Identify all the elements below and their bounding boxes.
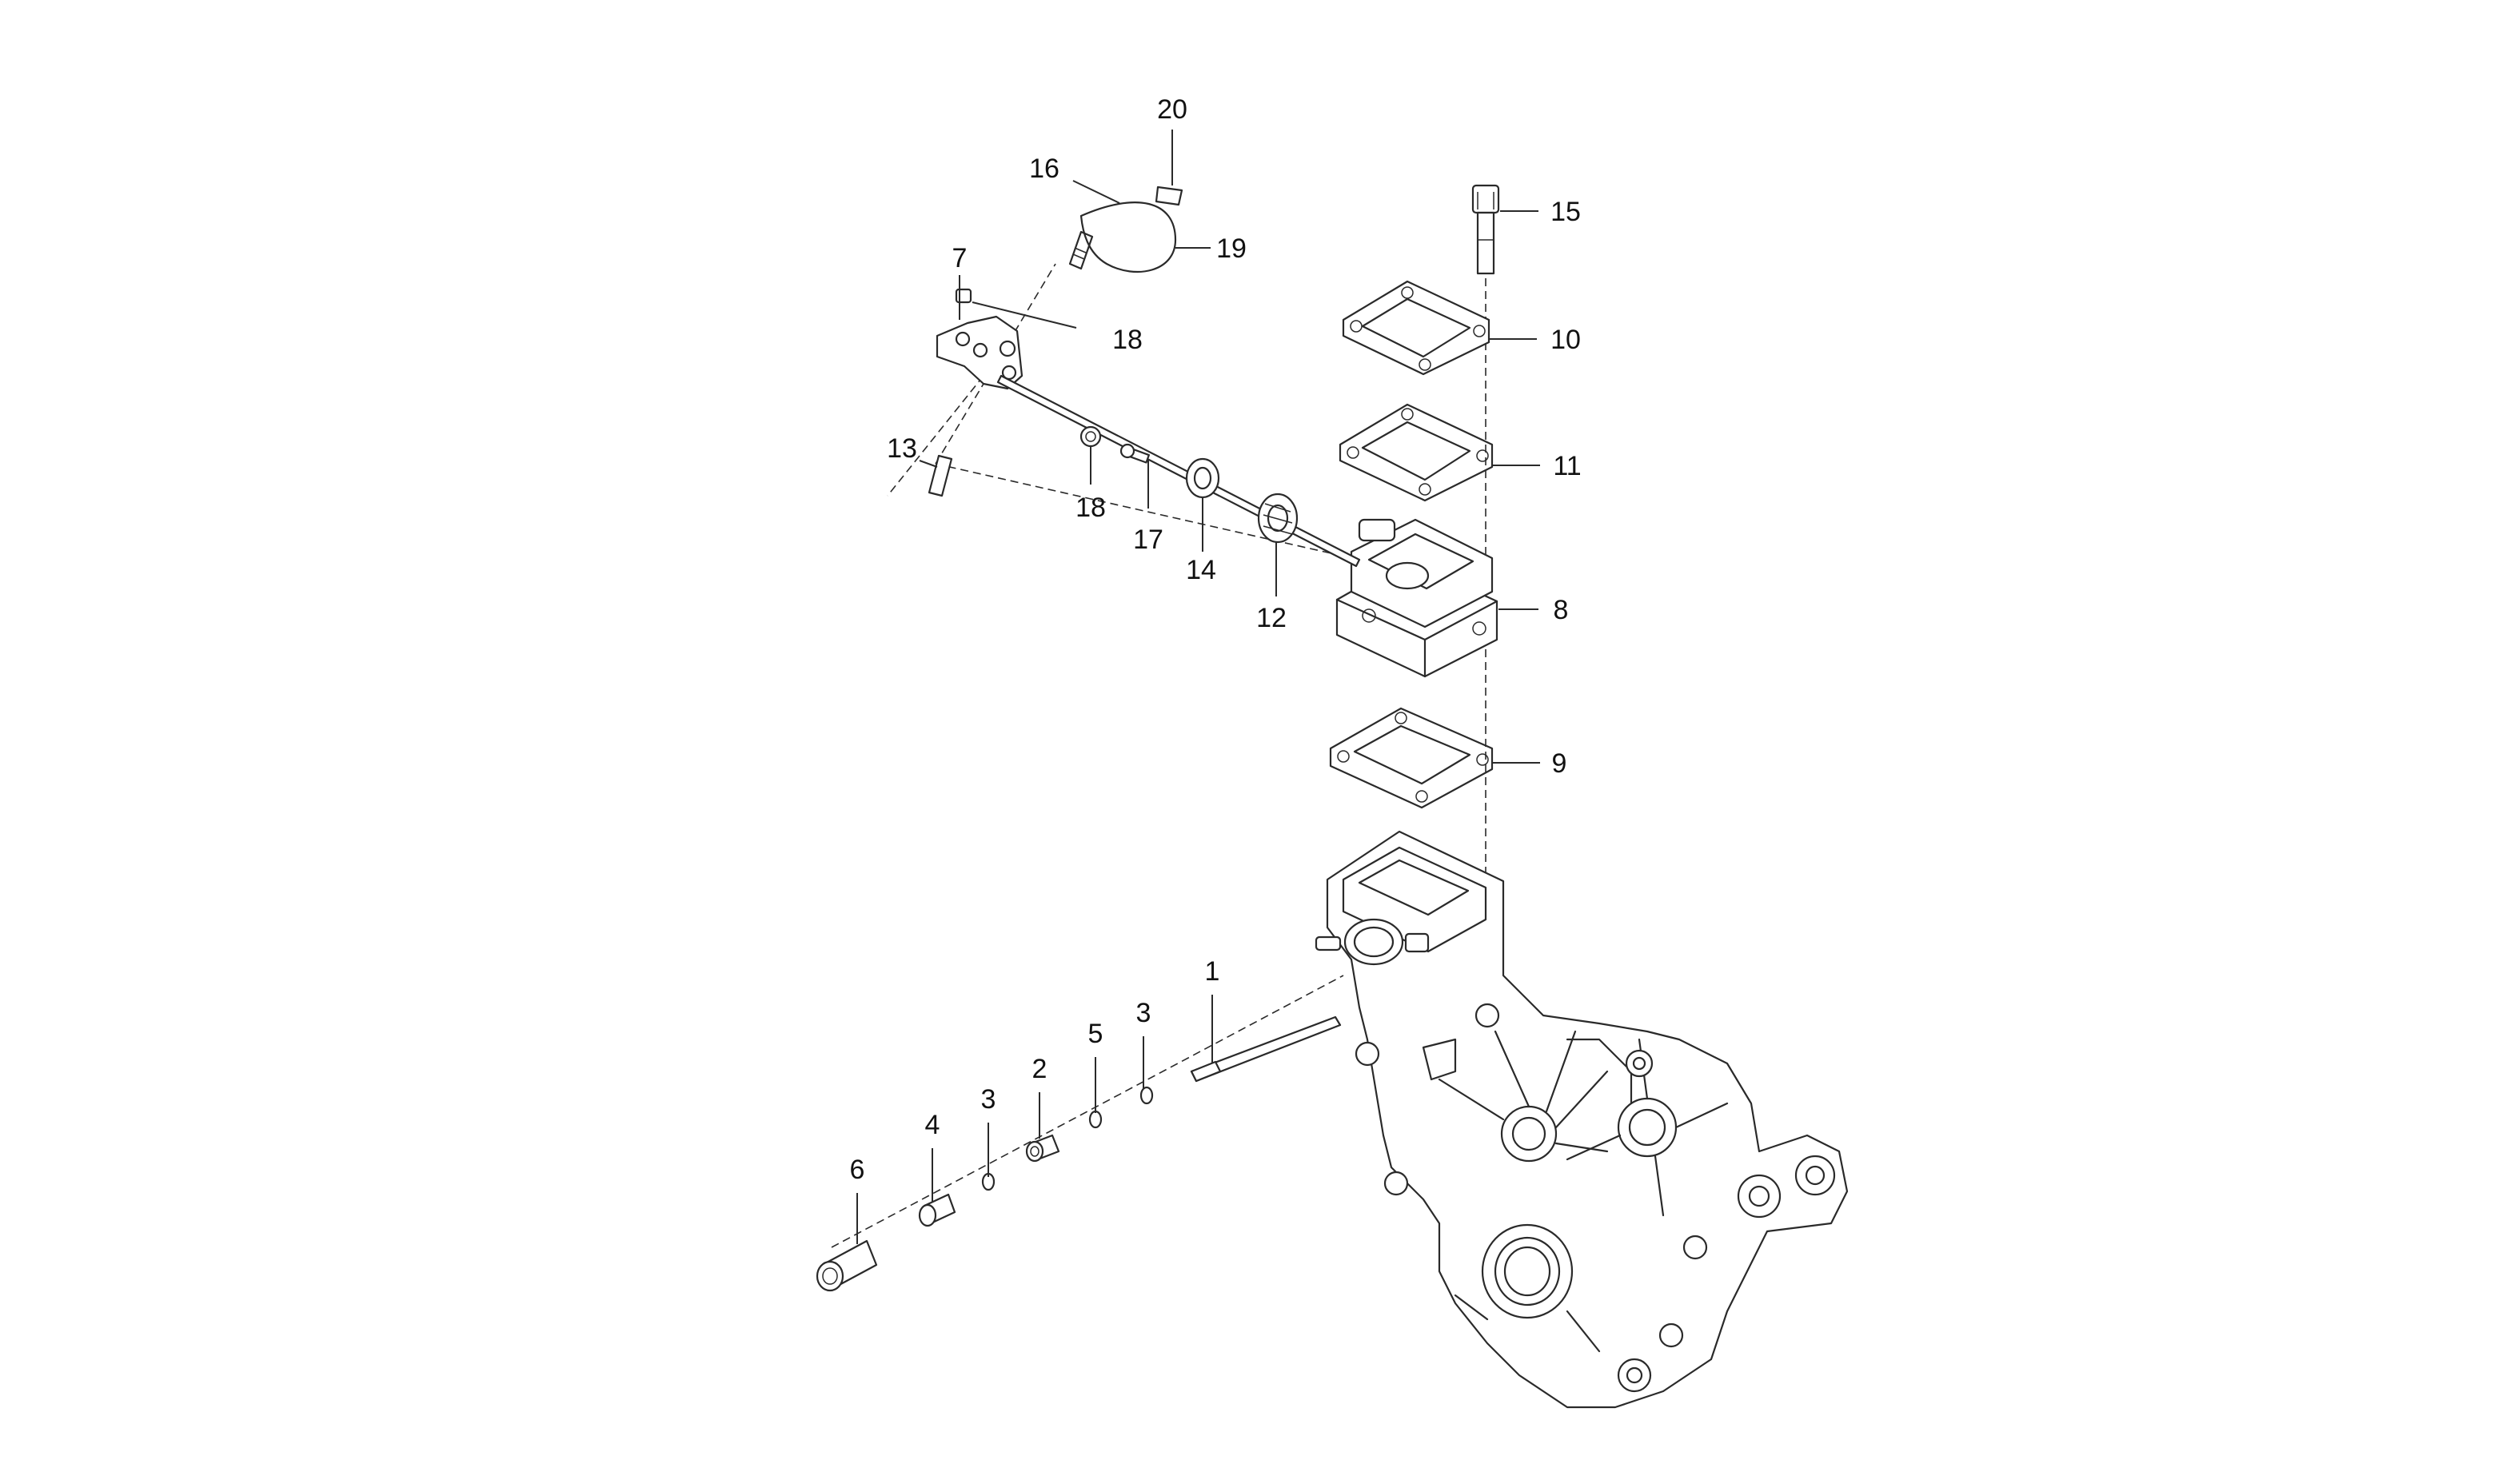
part-16-stud	[1068, 230, 1094, 270]
part-15-bolt	[1471, 184, 1500, 275]
part-8-shift-housing	[1335, 518, 1498, 678]
part-9-gasket	[1329, 707, 1494, 809]
callout-3-upper: 3	[1136, 998, 1151, 1028]
callout-leader-lines	[856, 130, 1540, 1244]
callout-14: 14	[1186, 555, 1216, 585]
callout-11: 11	[1553, 451, 1581, 481]
crankcase-housing	[1315, 830, 1849, 1409]
callout-6: 6	[850, 1155, 865, 1185]
callout-4: 4	[925, 1110, 940, 1140]
part-10-cover-plate	[1342, 280, 1490, 376]
callout-19: 19	[1216, 233, 1247, 264]
callout-18-lower: 18	[1075, 493, 1106, 523]
callout-3-lower: 3	[981, 1084, 996, 1115]
callout-10: 10	[1550, 325, 1581, 355]
part-17-bolt	[1119, 443, 1150, 464]
part-3-circlip-right	[1139, 1086, 1154, 1105]
part-12-spring	[1257, 493, 1299, 544]
callout-12: 12	[1256, 603, 1287, 633]
part-18-bushing-lower	[1079, 425, 1102, 448]
callout-20: 20	[1157, 94, 1187, 125]
part-13-pin	[928, 454, 953, 497]
callout-8: 8	[1554, 595, 1569, 625]
part-1-shaft	[1190, 1015, 1342, 1083]
callout-17: 17	[1133, 525, 1163, 555]
callout-5: 5	[1088, 1019, 1103, 1049]
callout-7: 7	[952, 243, 968, 273]
part-14-seal	[1185, 457, 1220, 499]
callout-2: 2	[1032, 1054, 1047, 1084]
part-18-bushing-upper	[955, 288, 972, 304]
callout-15: 15	[1550, 197, 1581, 227]
callout-13: 13	[887, 433, 917, 464]
callout-1: 1	[1205, 956, 1220, 987]
part-5-ring	[1088, 1110, 1103, 1129]
part-2-collar	[1025, 1134, 1060, 1163]
part-4-sleeve	[918, 1193, 956, 1227]
part-20-clip	[1155, 186, 1183, 206]
callout-9: 9	[1552, 748, 1567, 779]
callout-labels: 1 2 3 3 4 5 6 7 8 9 10 11 12 13 14 15 16…	[850, 94, 1582, 1185]
part-6-cap	[816, 1239, 878, 1292]
part-19-spring-wire	[1079, 201, 1177, 273]
callout-16: 16	[1029, 154, 1059, 184]
callout-18-upper: 18	[1112, 325, 1143, 355]
part-11-gasket	[1339, 403, 1494, 502]
